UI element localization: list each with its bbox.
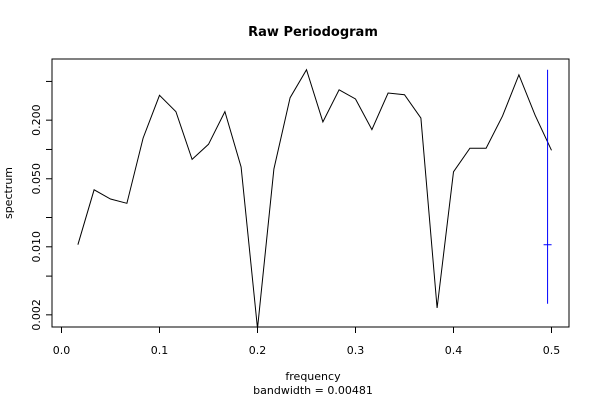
x-tick-label: 0.0 [53, 344, 71, 357]
confidence-interval [543, 69, 552, 304]
x-axis: 0.0 0.1 0.2 0.3 0.4 0.5 [53, 326, 561, 357]
spectrum-line [77, 68, 552, 329]
x-tick-label: 0.3 [347, 344, 365, 357]
x-tick-label: 0.4 [445, 344, 463, 357]
y-tick-label: 0.200 [30, 104, 43, 136]
y-tick-label: 0.002 [30, 299, 43, 331]
y-axis-label: spectrum [2, 167, 15, 219]
chart-title: Raw Periodogram [248, 25, 378, 40]
y-tick-label: 0.050 [30, 163, 43, 195]
series-layer [77, 68, 552, 329]
y-axis: 0.002 0.010 0.050 0.200 [30, 80, 53, 331]
x-tick-label: 0.1 [151, 344, 169, 357]
x-tick-label: 0.5 [543, 344, 561, 357]
bandwidth-label: bandwidth = 0.00481 [253, 384, 373, 397]
y-tick-label: 0.010 [30, 231, 43, 263]
x-axis-label: frequency [285, 370, 341, 383]
x-tick-label: 0.2 [249, 344, 267, 357]
